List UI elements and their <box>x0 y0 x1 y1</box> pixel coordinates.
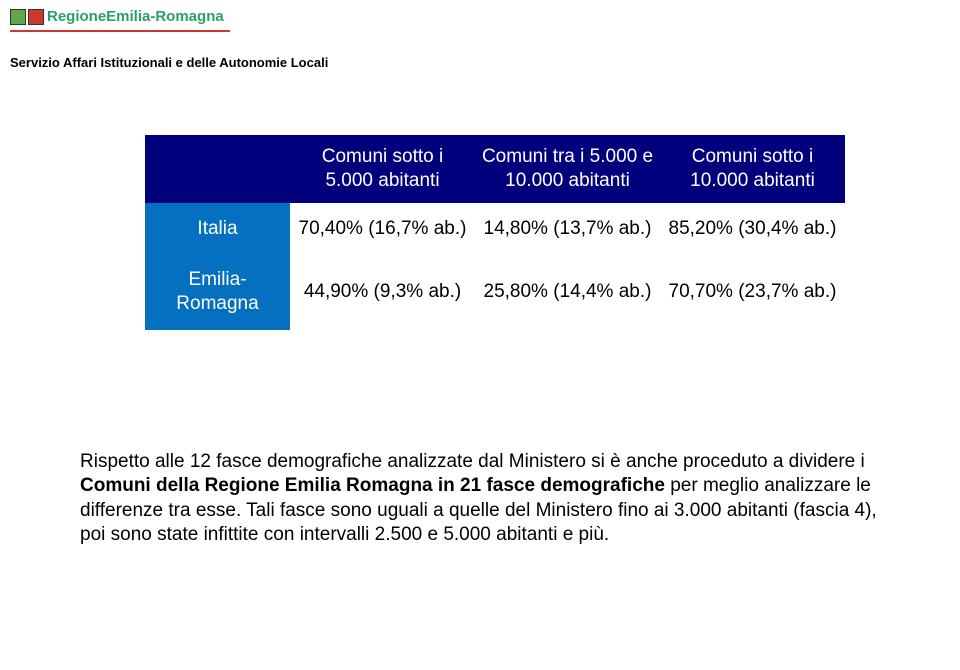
logo-underline <box>10 30 230 32</box>
row-label-emilia: Emilia-Romagna <box>145 254 290 330</box>
table-header-col3: Comuni sotto i 10.000 abitanti <box>660 135 845 203</box>
row-label-italia: Italia <box>145 203 290 255</box>
logo-text: RegioneEmilia-Romagna <box>47 8 224 25</box>
para-bold: Comuni della Regione Emilia Romagna in 2… <box>80 475 665 496</box>
cell: 70,40% (16,7% ab.) <box>290 203 475 255</box>
cell: 70,70% (23,7% ab.) <box>660 254 845 330</box>
table-header-blank <box>145 135 290 203</box>
table-row: Emilia-Romagna 44,90% (9,3% ab.) 25,80% … <box>145 254 845 330</box>
table-row: Italia 70,40% (16,7% ab.) 14,80% (13,7% … <box>145 203 845 255</box>
cell: 85,20% (30,4% ab.) <box>660 203 845 255</box>
logo-square-red <box>28 9 44 25</box>
logo-squares <box>10 9 44 25</box>
table-header-col2: Comuni tra i 5.000 e 10.000 abitanti <box>475 135 660 203</box>
cell: 44,90% (9,3% ab.) <box>290 254 475 330</box>
cell: 25,80% (14,4% ab.) <box>475 254 660 330</box>
logo-square-green <box>10 9 26 25</box>
logo: RegioneEmilia-Romagna <box>10 8 224 25</box>
para-part1: Rispetto alle 12 fasce demografiche anal… <box>80 451 865 472</box>
data-table: Comuni sotto i 5.000 abitanti Comuni tra… <box>145 135 845 330</box>
body-paragraph: Rispetto alle 12 fasce demografiche anal… <box>80 450 890 547</box>
page-subtitle: Servizio Affari Istituzionali e delle Au… <box>10 55 328 70</box>
cell: 14,80% (13,7% ab.) <box>475 203 660 255</box>
table-header-col1: Comuni sotto i 5.000 abitanti <box>290 135 475 203</box>
